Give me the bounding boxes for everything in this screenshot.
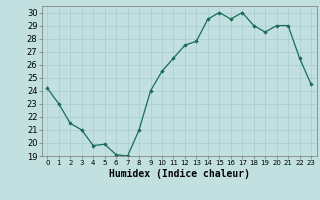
X-axis label: Humidex (Indice chaleur): Humidex (Indice chaleur)	[109, 169, 250, 179]
